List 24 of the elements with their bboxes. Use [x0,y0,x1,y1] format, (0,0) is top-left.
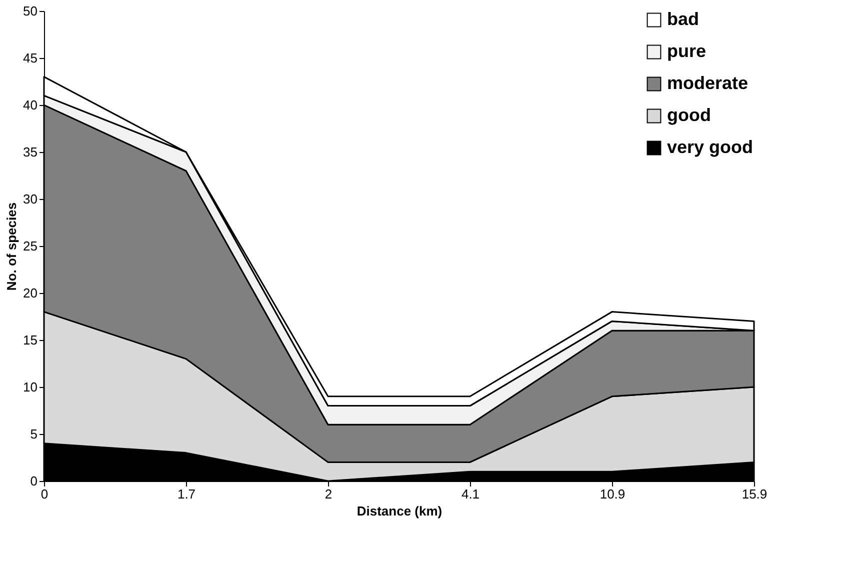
y-tick-label: 45 [23,50,38,66]
x-tick-label: 1.7 [177,486,196,502]
y-tick-label: 25 [23,238,38,254]
y-tick-label: 50 [23,4,38,18]
y-tick-label: 30 [23,192,38,206]
x-tick-label: 2 [324,486,332,502]
x-tick-label: 15.9 [742,486,768,502]
x-tick-label: 10.9 [600,486,626,502]
y-tick-label: 15 [23,332,38,348]
y-tick-label: 0 [30,474,38,488]
y-tick-label: 35 [23,144,38,160]
x-tick-label: 0 [40,486,48,502]
x-axis-title: Distance (km) [356,504,442,518]
y-tick-label: 5 [30,426,38,442]
legend-label: pure [667,41,706,61]
x-tick-label: 4.1 [461,486,480,502]
y-tick-label: 10 [23,380,38,394]
legend-label: bad [667,9,700,29]
legend-label: very good [667,137,754,157]
legend-label: good [667,105,711,125]
y-tick-label: 20 [23,286,38,300]
legend-label: moderate [667,73,748,93]
y-axis-title: No. of species [4,202,20,291]
y-tick-label: 40 [23,98,38,112]
